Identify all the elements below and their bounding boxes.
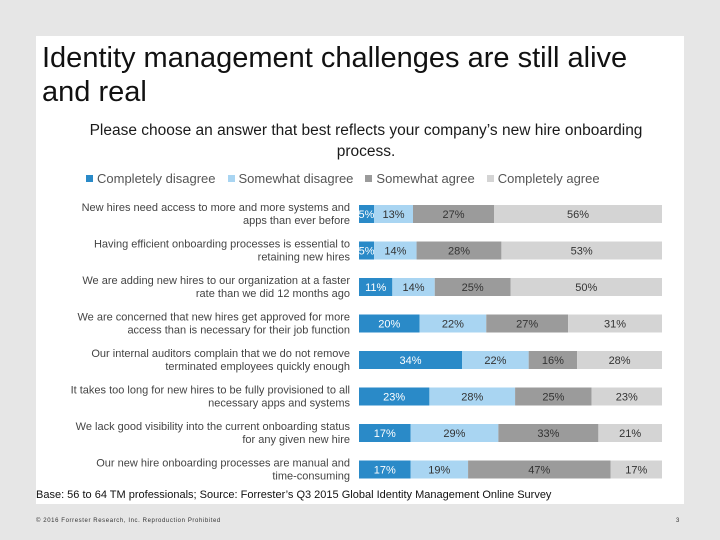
bar-segment — [598, 424, 662, 442]
legend-swatch — [486, 174, 494, 182]
value-label: 53% — [571, 246, 593, 258]
category-label: We lack good visibility into the current… — [76, 421, 351, 446]
bar-segment — [568, 314, 662, 333]
category-label: We are concerned that new hires get appr… — [77, 312, 350, 337]
bar-segment — [359, 241, 375, 260]
bar-segment — [498, 424, 599, 442]
page-number: 3 — [676, 518, 680, 524]
bar-segment — [501, 241, 662, 260]
value-label: 25% — [542, 392, 564, 404]
value-label: 5% — [359, 209, 375, 221]
bar-segment — [359, 205, 374, 223]
value-label: 25% — [462, 282, 484, 294]
legend-label: Completely disagree — [97, 170, 216, 186]
bar-segment — [374, 205, 413, 223]
value-label: 11% — [365, 282, 386, 294]
value-label: 22% — [484, 355, 506, 367]
legend-item-3: Somewhat agree — [365, 170, 475, 186]
bar-segment — [528, 351, 578, 369]
value-label: 28% — [461, 392, 483, 404]
category-label: Our new hire onboarding processes are ma… — [96, 458, 350, 483]
chart-legend: Completely disagree Somewhat disagree Some… — [86, 169, 676, 187]
value-label: 20% — [378, 319, 400, 331]
legend-swatch — [227, 174, 235, 182]
category-label: It takes too long for new hires to be fu… — [71, 385, 351, 410]
value-label: 50% — [575, 282, 597, 294]
value-label: 13% — [382, 209, 404, 221]
value-label: 21% — [619, 428, 641, 440]
value-label: 23% — [616, 392, 638, 404]
value-label: 14% — [403, 282, 425, 294]
value-label: 29% — [443, 428, 465, 440]
value-label: 27% — [442, 209, 464, 221]
legend-label: Completely agree — [497, 170, 600, 186]
source-note: Base: 56 to 64 TM professionals; Source:… — [36, 489, 552, 501]
bar-segment — [577, 351, 662, 369]
slide-title: Identity management challenges are still… — [42, 42, 628, 108]
bar-segment — [359, 278, 393, 296]
value-label: 28% — [448, 246, 470, 258]
value-label: 31% — [604, 319, 626, 331]
legend-item-2: Somewhat disagree — [227, 170, 354, 186]
value-label: 16% — [542, 355, 564, 367]
bar-segment — [510, 278, 662, 296]
category-label: Our internal auditors complain that we d… — [91, 348, 350, 373]
value-label: 19% — [428, 465, 450, 477]
bar-segment — [494, 205, 662, 223]
bar-segment — [468, 460, 611, 479]
copyright-footer: © 2016 Forrester Research, Inc. Reproduc… — [36, 518, 221, 524]
bar-segment — [591, 387, 662, 406]
bar-segment — [416, 241, 502, 260]
bar-segment — [359, 460, 411, 479]
bar-segment — [374, 241, 417, 260]
value-label: 28% — [609, 355, 631, 367]
value-label: 14% — [384, 246, 406, 258]
bar-segment — [429, 387, 516, 406]
value-label: 27% — [516, 319, 538, 331]
legend-item-1: Completely disagree — [86, 171, 216, 186]
bar-segment — [359, 424, 411, 442]
value-label: 23% — [383, 392, 405, 404]
bar-segment — [462, 351, 529, 369]
value-label: 22% — [442, 319, 464, 331]
bar-segment — [359, 314, 420, 333]
stacked-bar-chart: New hires need access to more and more s… — [71, 202, 662, 483]
value-label: 34% — [399, 355, 421, 367]
bar-segment — [359, 387, 430, 406]
legend-swatch — [86, 174, 93, 182]
slide-subtitle: Please choose an answer that best reflec… — [89, 122, 643, 160]
category-label: New hires need access to more and more s… — [82, 202, 350, 227]
value-label: 56% — [567, 209, 589, 221]
legend-swatch — [365, 174, 373, 182]
bar-segment — [392, 278, 435, 296]
bar-segment — [486, 314, 569, 333]
bar-segment — [359, 351, 463, 369]
value-label: 17% — [374, 465, 396, 477]
category-label: We are adding new hires to our organizat… — [82, 275, 350, 300]
value-label: 17% — [374, 428, 396, 440]
value-label: 47% — [528, 465, 550, 477]
value-label: 33% — [537, 428, 559, 440]
bar-segment — [515, 387, 592, 406]
category-label: Having efficient onboarding processes is… — [94, 239, 351, 264]
slide: Identity management challenges are still… — [36, 36, 684, 504]
bar-segment — [419, 314, 487, 333]
bar-segment — [413, 205, 494, 223]
value-label: 5% — [359, 246, 375, 258]
value-label: 17% — [625, 465, 647, 477]
bar-segment — [410, 460, 469, 479]
bar-segment — [434, 278, 511, 296]
legend-label: Somewhat agree — [376, 170, 475, 186]
bar-segment — [410, 424, 499, 442]
legend-item-4: Completely agree — [486, 170, 600, 186]
bar-segment — [610, 460, 662, 479]
legend-label: Somewhat disagree — [238, 170, 354, 186]
